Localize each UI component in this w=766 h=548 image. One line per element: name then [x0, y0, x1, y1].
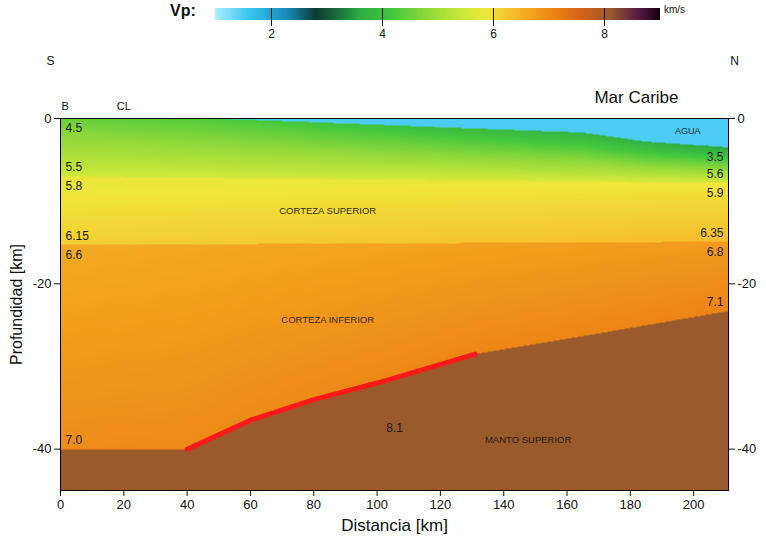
- svg-text:-20: -20: [33, 276, 52, 291]
- svg-text:-20: -20: [738, 276, 757, 291]
- svg-text:2: 2: [268, 27, 275, 41]
- svg-text:5.5: 5.5: [66, 160, 83, 174]
- svg-text:80: 80: [307, 497, 321, 512]
- svg-text:6.15: 6.15: [66, 229, 90, 243]
- svg-text:100: 100: [366, 497, 388, 512]
- svg-text:4.5: 4.5: [66, 121, 83, 135]
- svg-text:B: B: [62, 100, 69, 112]
- svg-text:Distancia [km]: Distancia [km]: [341, 516, 448, 535]
- svg-text:CORTEZA SUPERIOR: CORTEZA SUPERIOR: [279, 205, 376, 216]
- svg-text:7.0: 7.0: [66, 433, 83, 447]
- svg-text:-40: -40: [738, 441, 757, 456]
- svg-text:7.1: 7.1: [707, 295, 724, 309]
- svg-text:AGUA: AGUA: [675, 126, 701, 136]
- svg-text:5.6: 5.6: [707, 167, 724, 181]
- svg-text:5.9: 5.9: [707, 186, 724, 200]
- svg-text:20: 20: [117, 497, 131, 512]
- svg-text:8: 8: [601, 27, 608, 41]
- svg-text:8.1: 8.1: [386, 421, 403, 435]
- svg-text:40: 40: [180, 497, 194, 512]
- svg-text:S: S: [46, 54, 54, 68]
- svg-text:0: 0: [738, 111, 745, 126]
- svg-text:200: 200: [683, 497, 705, 512]
- svg-text:120: 120: [430, 497, 452, 512]
- svg-text:6.35: 6.35: [700, 226, 724, 240]
- svg-text:6: 6: [490, 27, 497, 41]
- svg-text:4: 4: [379, 27, 386, 41]
- svg-text:0: 0: [44, 111, 51, 126]
- svg-text:60: 60: [243, 497, 257, 512]
- svg-text:N: N: [730, 54, 739, 68]
- html-text:Vp:: Vp:: [170, 2, 196, 19]
- svg-text:160: 160: [556, 497, 578, 512]
- svg-text:CL: CL: [117, 100, 131, 112]
- svg-text:140: 140: [493, 497, 515, 512]
- svg-text:180: 180: [620, 497, 642, 512]
- svg-text:-40: -40: [33, 441, 52, 456]
- svg-text:Mar Caribe: Mar Caribe: [594, 88, 678, 107]
- svg-text:6.6: 6.6: [66, 248, 83, 262]
- svg-text:CORTEZA INFERIOR: CORTEZA INFERIOR: [281, 314, 374, 325]
- svg-text:Profundidad [km]: Profundidad [km]: [8, 244, 25, 365]
- svg-text:0: 0: [57, 497, 64, 512]
- svg-text:6.8: 6.8: [707, 245, 724, 259]
- svg-text:MANTO SUPERIOR: MANTO SUPERIOR: [485, 434, 572, 445]
- svg-text:3.5: 3.5: [707, 150, 724, 164]
- html-text:km/s: km/s: [664, 4, 686, 15]
- svg-text:5.8: 5.8: [66, 179, 83, 193]
